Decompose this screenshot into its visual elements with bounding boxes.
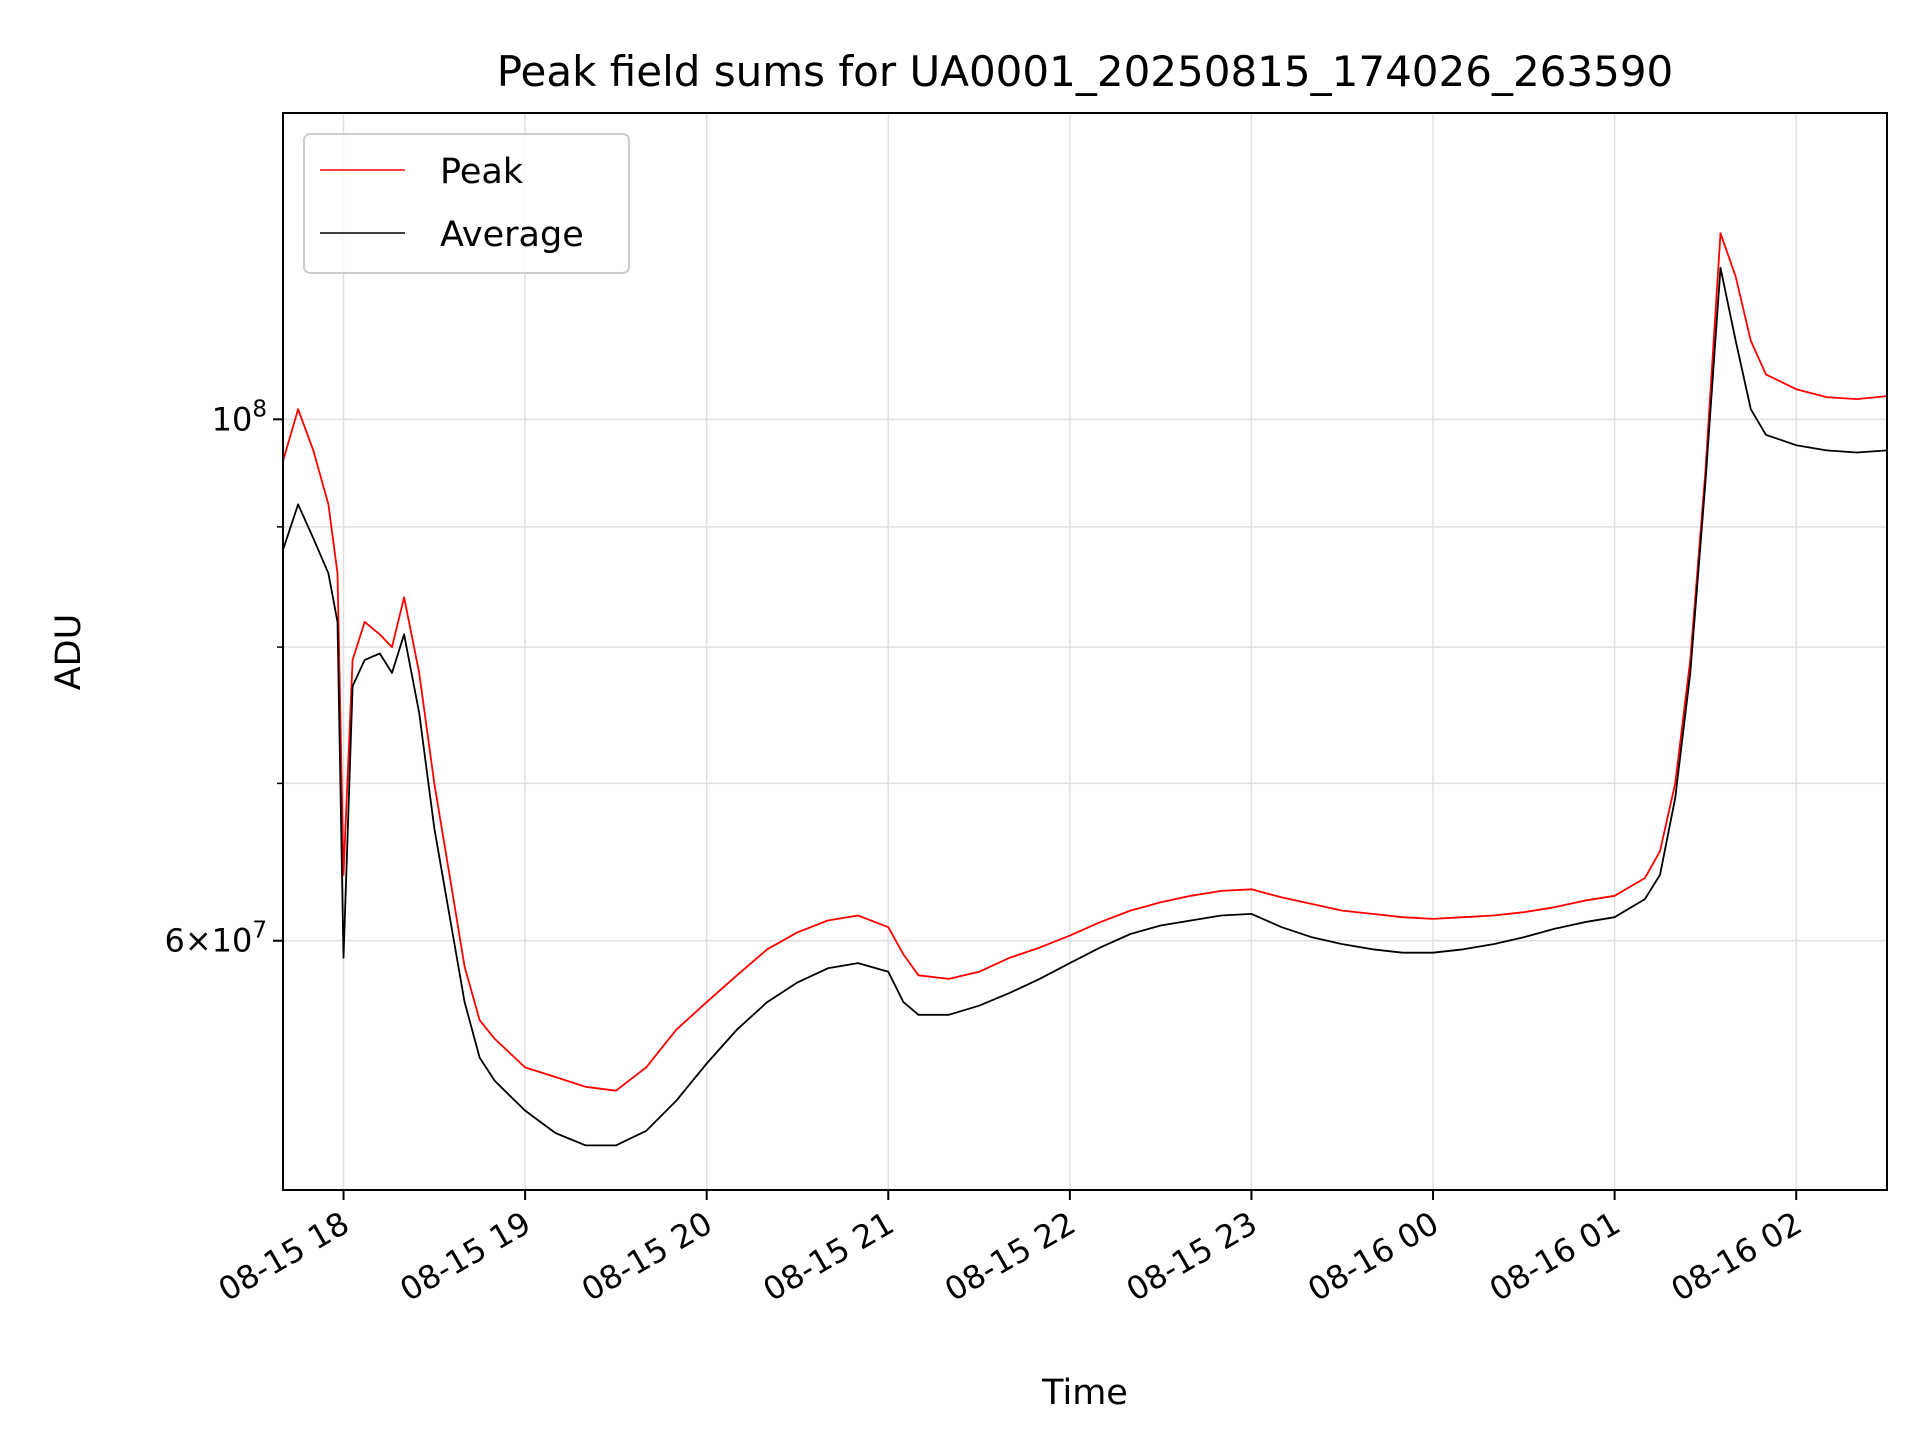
y-tick-label: 108 [212,396,267,438]
y-axis-label: ADU [49,614,89,691]
legend-label-peak: Peak [440,152,524,192]
legend-box [303,133,630,274]
legend-label-average: Average [440,215,584,255]
plot-frame [282,112,1888,1191]
series-layer [282,232,1888,1147]
chart-title: Peak field sums for UA0001_20250815_1740… [497,47,1674,96]
y-tick-label: 6×107 [164,918,267,960]
legend: Peak Average [303,133,630,274]
x-axis-label: Time [1041,1373,1128,1413]
series-line-peak [282,232,1888,1092]
grid [283,113,1887,1190]
series-line-average [282,266,1888,1147]
